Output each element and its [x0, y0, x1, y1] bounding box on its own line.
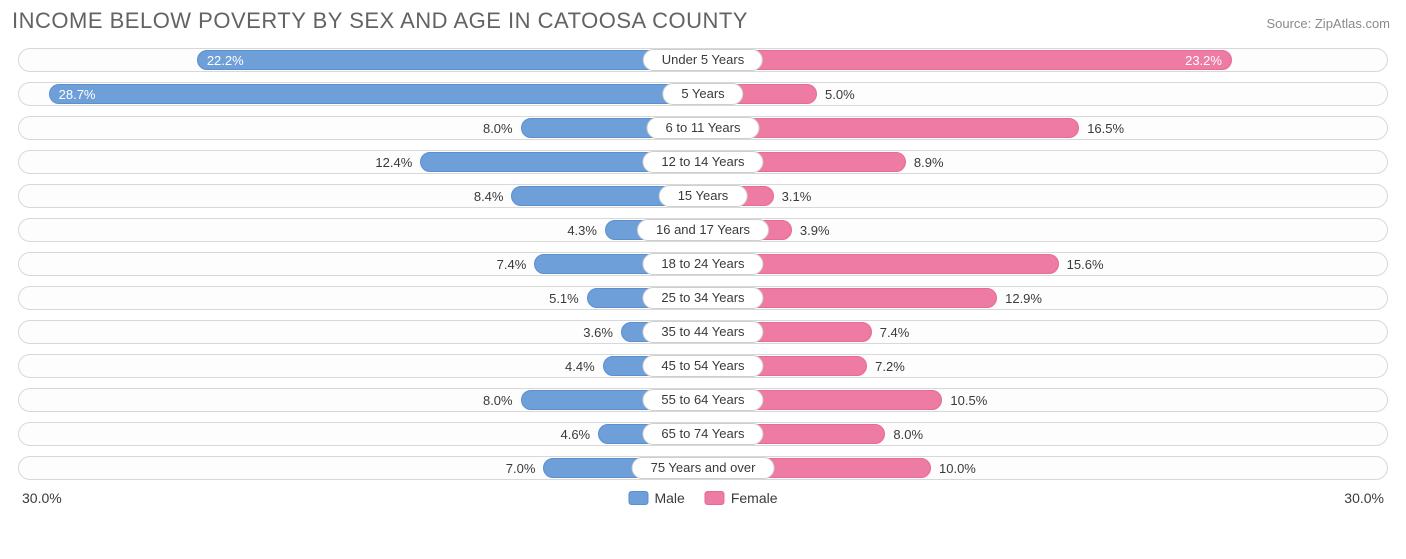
chart-row: 4.4% 7.2% 45 to 54 Years: [18, 354, 1388, 378]
age-label: Under 5 Years: [643, 49, 763, 71]
axis-row: 30.0% Male Female 30.0%: [0, 490, 1406, 506]
female-value: 16.5%: [1079, 117, 1132, 139]
male-value: 12.4%: [367, 151, 420, 173]
male-half: 8.4%: [19, 185, 703, 207]
female-half: 3.9%: [703, 219, 1387, 241]
age-label: 5 Years: [662, 83, 743, 105]
chart-source: Source: ZipAtlas.com: [1266, 16, 1390, 31]
male-value: 8.0%: [475, 389, 521, 411]
male-half: 28.7%: [19, 83, 703, 105]
legend-male-label: Male: [654, 490, 684, 506]
chart-row: 28.7% 5.0% 5 Years: [18, 82, 1388, 106]
male-value: 4.4%: [557, 355, 603, 377]
age-label: 75 Years and over: [632, 457, 775, 479]
chart-row: 12.4% 8.9% 12 to 14 Years: [18, 150, 1388, 174]
chart-title: INCOME BELOW POVERTY BY SEX AND AGE IN C…: [12, 8, 748, 34]
legend-female-swatch: [705, 491, 725, 505]
male-half: 4.3%: [19, 219, 703, 241]
male-value: 8.0%: [475, 117, 521, 139]
female-value: 8.0%: [885, 423, 931, 445]
chart-row: 8.0% 16.5% 6 to 11 Years: [18, 116, 1388, 140]
female-half: 7.2%: [703, 355, 1387, 377]
male-half: 7.0%: [19, 457, 703, 479]
legend-male: Male: [628, 490, 684, 506]
female-half: 7.4%: [703, 321, 1387, 343]
chart-row: 3.6% 7.4% 35 to 44 Years: [18, 320, 1388, 344]
axis-right-label: 30.0%: [1344, 490, 1384, 506]
age-label: 18 to 24 Years: [642, 253, 763, 275]
female-value: 23.2%: [703, 49, 1232, 71]
female-half: 15.6%: [703, 253, 1387, 275]
age-label: 45 to 54 Years: [642, 355, 763, 377]
female-half: 16.5%: [703, 117, 1387, 139]
male-value: 22.2%: [197, 49, 703, 71]
female-half: 12.9%: [703, 287, 1387, 309]
female-value: 15.6%: [1059, 253, 1112, 275]
female-half: 10.0%: [703, 457, 1387, 479]
male-half: 3.6%: [19, 321, 703, 343]
female-value: 10.0%: [931, 457, 984, 479]
legend: Male Female: [628, 490, 777, 506]
chart-row: 8.0% 10.5% 55 to 64 Years: [18, 388, 1388, 412]
legend-female: Female: [705, 490, 778, 506]
chart-row: 4.3% 3.9% 16 and 17 Years: [18, 218, 1388, 242]
male-half: 7.4%: [19, 253, 703, 275]
male-value: 8.4%: [466, 185, 512, 207]
male-half: 22.2%: [19, 49, 703, 71]
female-value: 7.2%: [867, 355, 913, 377]
age-label: 15 Years: [659, 185, 748, 207]
male-half: 4.6%: [19, 423, 703, 445]
male-value: 3.6%: [575, 321, 621, 343]
chart-row: 8.4% 3.1% 15 Years: [18, 184, 1388, 208]
female-value: 7.4%: [872, 321, 918, 343]
chart-area: 22.2%23.2%Under 5 Years 28.7% 5.0% 5 Years 8…: [0, 48, 1406, 480]
age-label: 25 to 34 Years: [642, 287, 763, 309]
female-value: 8.9%: [906, 151, 952, 173]
male-half: 8.0%: [19, 389, 703, 411]
male-half: 5.1%: [19, 287, 703, 309]
age-label: 65 to 74 Years: [642, 423, 763, 445]
age-label: 6 to 11 Years: [647, 117, 760, 139]
female-value: 3.1%: [774, 185, 820, 207]
age-label: 35 to 44 Years: [642, 321, 763, 343]
chart-row: 5.1% 12.9% 25 to 34 Years: [18, 286, 1388, 310]
male-value: 4.6%: [552, 423, 598, 445]
male-value: 7.4%: [489, 253, 535, 275]
age-label: 12 to 14 Years: [642, 151, 763, 173]
legend-female-label: Female: [731, 490, 778, 506]
male-value: 4.3%: [559, 219, 605, 241]
chart-row: 7.4% 15.6% 18 to 24 Years: [18, 252, 1388, 276]
chart-header: INCOME BELOW POVERTY BY SEX AND AGE IN C…: [0, 0, 1406, 48]
axis-left-label: 30.0%: [22, 490, 62, 506]
male-value: 5.1%: [541, 287, 587, 309]
legend-male-swatch: [628, 491, 648, 505]
female-half: 8.0%: [703, 423, 1387, 445]
male-half: 12.4%: [19, 151, 703, 173]
male-half: 8.0%: [19, 117, 703, 139]
male-value: 7.0%: [498, 457, 544, 479]
female-value: 10.5%: [942, 389, 995, 411]
female-half: 5.0%: [703, 83, 1387, 105]
age-label: 55 to 64 Years: [642, 389, 763, 411]
female-value: 5.0%: [817, 83, 863, 105]
female-half: 23.2%: [703, 49, 1387, 71]
male-value: 28.7%: [49, 83, 703, 105]
female-half: 10.5%: [703, 389, 1387, 411]
chart-row: 4.6% 8.0% 65 to 74 Years: [18, 422, 1388, 446]
female-half: 8.9%: [703, 151, 1387, 173]
chart-row: 7.0% 10.0% 75 Years and over: [18, 456, 1388, 480]
age-label: 16 and 17 Years: [637, 219, 769, 241]
chart-row: 22.2%23.2%Under 5 Years: [18, 48, 1388, 72]
female-value: 3.9%: [792, 219, 838, 241]
female-value: 12.9%: [997, 287, 1050, 309]
male-half: 4.4%: [19, 355, 703, 377]
female-half: 3.1%: [703, 185, 1387, 207]
